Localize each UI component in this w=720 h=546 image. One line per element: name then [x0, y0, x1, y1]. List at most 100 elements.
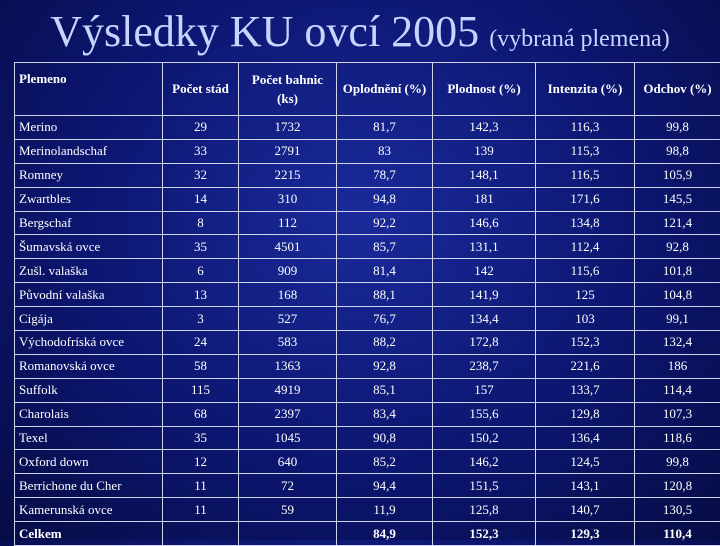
column-header: Intenzita (%): [536, 63, 635, 116]
table-cell: 11: [163, 474, 239, 498]
table-cell: 157: [433, 378, 536, 402]
table-cell: 152,3: [536, 331, 635, 355]
column-header: Plemeno: [15, 63, 163, 116]
table-cell: 140,7: [536, 498, 635, 522]
table-cell: 115,3: [536, 139, 635, 163]
table-cell: 11: [163, 498, 239, 522]
table-cell: 310: [239, 187, 337, 211]
table-cell: 98,8: [635, 139, 720, 163]
breed-name: Celkem: [15, 522, 163, 546]
table-cell: 168: [239, 283, 337, 307]
table-cell: 88,1: [337, 283, 433, 307]
table-cell: 24: [163, 331, 239, 355]
breed-name: Charolais: [15, 402, 163, 426]
table-cell: 527: [239, 307, 337, 331]
table-cell: 133,7: [536, 378, 635, 402]
breed-name: Cigája: [15, 307, 163, 331]
table-cell: 29: [163, 116, 239, 140]
table-cell: 134,4: [433, 307, 536, 331]
table-cell: 103: [536, 307, 635, 331]
subtitle: (vybraná plemena): [489, 26, 670, 52]
table-cell: 145,5: [635, 187, 720, 211]
table-cell: 92,2: [337, 211, 433, 235]
table-cell: 1732: [239, 116, 337, 140]
table-cell: 107,3: [635, 402, 720, 426]
table-cell: 129,8: [536, 402, 635, 426]
table-cell: 68: [163, 402, 239, 426]
table-cell: 3: [163, 307, 239, 331]
table-cell: 583: [239, 331, 337, 355]
empty-cell: [239, 522, 337, 546]
table-cell: 129,3: [536, 522, 635, 546]
table-cell: 130,5: [635, 498, 720, 522]
table-cell: 105,9: [635, 163, 720, 187]
breed-name: Romanovská ovce: [15, 354, 163, 378]
table-cell: 125,8: [433, 498, 536, 522]
column-header: Odchov (%): [635, 63, 720, 116]
table-cell: 99,8: [635, 116, 720, 140]
table-cell: 85,2: [337, 450, 433, 474]
table-cell: 8: [163, 211, 239, 235]
table-cell: 84,9: [337, 522, 433, 546]
table-cell: 110,4: [635, 522, 720, 546]
table-cell: 90,8: [337, 426, 433, 450]
table-cell: 151,5: [433, 474, 536, 498]
table-cell: 92,8: [635, 235, 720, 259]
table-cell: 172,8: [433, 331, 536, 355]
table-cell: 116,3: [536, 116, 635, 140]
table-cell: 112,4: [536, 235, 635, 259]
table-cell: 124,5: [536, 450, 635, 474]
title-block: Výsledky KU ovcí 2005 (vybraná plemena): [0, 6, 720, 57]
breed-name: Romney: [15, 163, 163, 187]
table-cell: 101,8: [635, 259, 720, 283]
table-cell: 11,9: [337, 498, 433, 522]
table-cell: 35: [163, 426, 239, 450]
table-cell: 171,6: [536, 187, 635, 211]
table-cell: 81,7: [337, 116, 433, 140]
table-cell: 115: [163, 378, 239, 402]
table-cell: 99,1: [635, 307, 720, 331]
breed-name: Zwartbles: [15, 187, 163, 211]
breed-name: Zušl. valaška: [15, 259, 163, 283]
table-cell: 32: [163, 163, 239, 187]
table-cell: 132,4: [635, 331, 720, 355]
breed-name: Texel: [15, 426, 163, 450]
table-cell: 85,7: [337, 235, 433, 259]
breed-name: Berrichone du Cher: [15, 474, 163, 498]
table-cell: 88,2: [337, 331, 433, 355]
column-header: Počet stád: [163, 63, 239, 116]
table-cell: 115,6: [536, 259, 635, 283]
table-cell: 640: [239, 450, 337, 474]
table-cell: 141,9: [433, 283, 536, 307]
table-cell: 181: [433, 187, 536, 211]
table-cell: 72: [239, 474, 337, 498]
table-cell: 121,4: [635, 211, 720, 235]
table-cell: 4501: [239, 235, 337, 259]
title: Výsledky KU ovcí 2005: [50, 7, 479, 56]
table-cell: 58: [163, 354, 239, 378]
column-header: Počet bahnic (ks): [239, 63, 337, 116]
table-cell: 4919: [239, 378, 337, 402]
table-cell: 148,1: [433, 163, 536, 187]
table-cell: 35: [163, 235, 239, 259]
table-cell: 152,3: [433, 522, 536, 546]
table-cell: 155,6: [433, 402, 536, 426]
table-cell: 142,3: [433, 116, 536, 140]
table-cell: 136,4: [536, 426, 635, 450]
table-cell: 12: [163, 450, 239, 474]
table-cell: 13: [163, 283, 239, 307]
table-cell: 116,5: [536, 163, 635, 187]
